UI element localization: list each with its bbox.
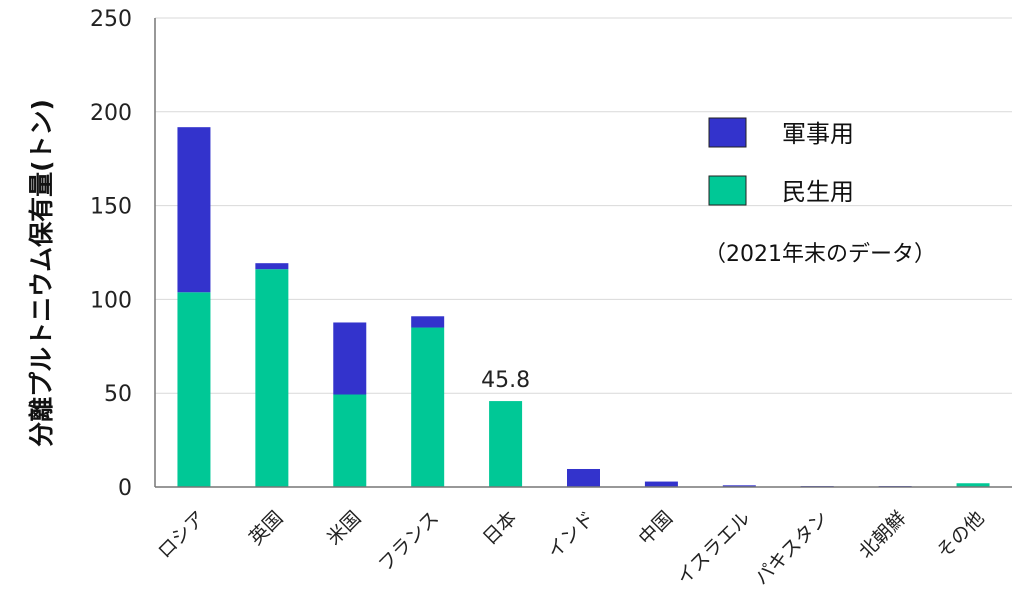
y-axis-ticks: 0 50 100 150 200 250 <box>90 7 132 501</box>
legend-swatch <box>708 117 747 148</box>
x-tick-label: 中国 <box>635 507 677 549</box>
bar-segment <box>956 483 990 487</box>
legend-label: 民生用 <box>782 178 854 206</box>
x-tick-label: 英国 <box>245 507 287 549</box>
bar-segment <box>411 316 445 328</box>
data-label: 45.8 <box>481 368 530 393</box>
x-tick-label: フランス <box>374 507 443 576</box>
bar-segment <box>333 394 367 487</box>
x-tick-label: 北朝鮮 <box>855 507 911 563</box>
bar-segment <box>722 485 756 487</box>
x-tick-label: 日本 <box>479 507 521 549</box>
legend-label: 軍事用 <box>782 120 854 148</box>
y-tick-label: 0 <box>118 476 132 501</box>
bar-segment <box>333 322 367 395</box>
bar-segment <box>255 269 289 487</box>
data-note: （2021年末のデータ） <box>704 242 936 267</box>
x-tick-label: ロシア <box>154 507 210 563</box>
y-tick-label: 100 <box>90 288 132 313</box>
bar-segment <box>567 468 600 487</box>
data-labels: 45.8 <box>481 368 530 393</box>
bar-segment <box>489 401 523 487</box>
x-tick-label: パキスタン <box>750 507 832 589</box>
grid-lines <box>155 17 1012 394</box>
y-axis-title: 分離プルトニウム保有量(トン) <box>27 99 56 447</box>
y-tick-label: 250 <box>90 7 132 32</box>
x-tick-label: インド <box>543 507 599 563</box>
bar-segment <box>177 127 211 293</box>
bar-segment <box>644 481 678 487</box>
bar-segment <box>255 263 289 270</box>
x-tick-label: イスラエル <box>673 507 755 589</box>
bar-segment <box>411 327 445 487</box>
bar-segment <box>177 292 211 487</box>
y-tick-label: 200 <box>90 101 132 126</box>
x-tick-label: 米国 <box>323 507 365 549</box>
legend-swatch <box>708 175 747 206</box>
x-tick-label: その他 <box>933 507 989 563</box>
y-tick-label: 50 <box>104 382 132 407</box>
bars <box>177 127 990 487</box>
y-tick-label: 150 <box>90 195 132 220</box>
